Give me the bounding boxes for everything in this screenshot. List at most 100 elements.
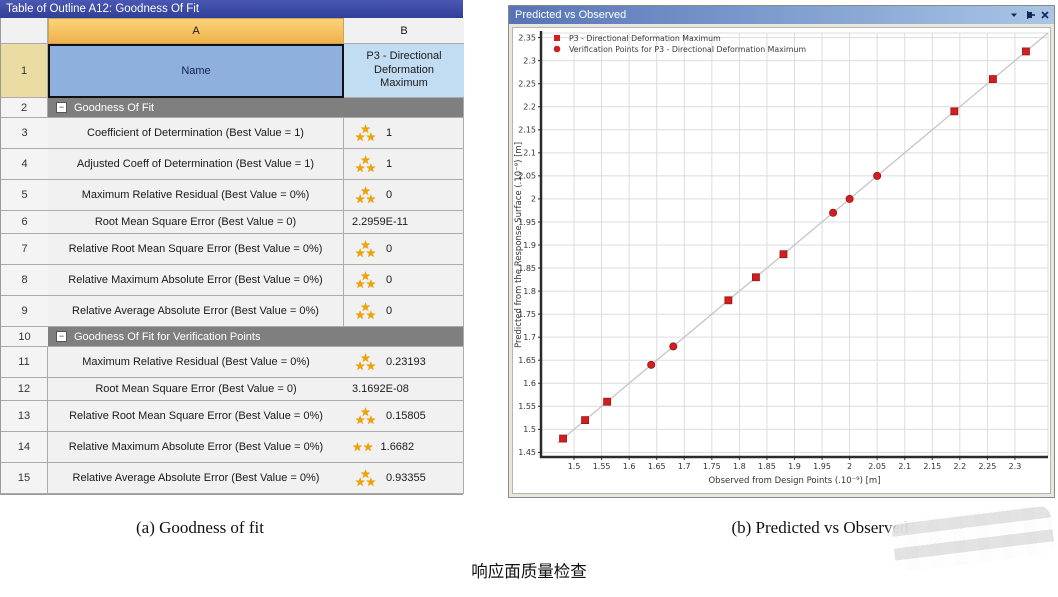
name-header-cell[interactable]: Name: [48, 44, 344, 98]
metric-value-cell[interactable]: ★ ★★ 0.23193: [344, 347, 464, 378]
row-number[interactable]: 2: [1, 98, 48, 118]
table-corner-cell[interactable]: [1, 18, 48, 44]
metric-label-cell[interactable]: Maximum Relative Residual (Best Value = …: [48, 347, 344, 378]
design-point-marker: [988, 75, 997, 83]
x-tick-label: 2.1: [898, 462, 911, 471]
x-tick-label: 2.05: [868, 462, 886, 471]
three-star-rating: ★ ★★: [354, 184, 377, 206]
metric-value-cell[interactable]: ★ ★★ 1: [344, 118, 464, 149]
group-header-row[interactable]: − Goodness Of Fit: [48, 98, 464, 118]
x-tick-label: 1.9: [788, 462, 801, 471]
group-header-row[interactable]: − Goodness Of Fit for Verification Points: [48, 327, 464, 347]
metric-label-cell[interactable]: Relative Average Absolute Error (Best Va…: [48, 463, 344, 494]
row-number[interactable]: 15: [1, 463, 48, 494]
row-number[interactable]: 7: [1, 234, 48, 265]
y-tick-label: 2.15: [518, 126, 536, 135]
y-tick-label: 2.05: [518, 172, 536, 181]
row-number[interactable]: 1: [1, 44, 48, 98]
legend-label: Verification Points for P3 - Directional…: [569, 45, 806, 54]
row-number[interactable]: 14: [1, 432, 48, 463]
collapse-icon[interactable]: −: [56, 102, 67, 113]
three-star-rating: ★ ★★: [354, 153, 377, 175]
row-number[interactable]: 5: [1, 180, 48, 211]
column-header-a[interactable]: A: [48, 18, 344, 44]
y-tick-label: 2.1: [523, 149, 536, 158]
metric-label-cell[interactable]: Relative Root Mean Square Error (Best Va…: [48, 401, 344, 432]
metric-value-cell[interactable]: ★ ★★ 0: [344, 296, 464, 327]
x-tick-label: 1.8: [733, 462, 746, 471]
three-star-rating: ★ ★★: [354, 351, 377, 373]
row-number[interactable]: 10: [1, 327, 48, 347]
y-tick-label: 1.55: [518, 402, 536, 411]
legend-square-marker: [554, 35, 560, 41]
metric-value-cell[interactable]: ★ ★★ 0.93355: [344, 463, 464, 494]
x-tick-label: 1.55: [593, 462, 611, 471]
pin-icon[interactable]: [1024, 10, 1035, 20]
metric-value: 3.1692E-08: [352, 383, 409, 395]
predicted-vs-observed-panel: Predicted vs Observed 1.5 1.55 1.6 1.65 1.7 1…: [508, 5, 1055, 498]
row-number[interactable]: 11: [1, 347, 48, 378]
metric-value-cell[interactable]: ★ ★★ 0.15805: [344, 401, 464, 432]
design-point-marker: [581, 416, 589, 425]
two-star-rating: ★★: [352, 440, 374, 454]
group-label: Goodness Of Fit: [74, 101, 155, 114]
row-number[interactable]: 4: [1, 149, 48, 180]
metric-label-cell[interactable]: Relative Average Absolute Error (Best Va…: [48, 296, 344, 327]
window-controls: [1009, 10, 1050, 20]
y-tick-label: 1.45: [518, 448, 536, 457]
caption-a: (a) Goodness of fit: [136, 518, 264, 537]
x-tick-label: 1.5: [568, 462, 581, 471]
caption-b: (b) Predicted vs Observed: [731, 518, 909, 537]
metric-value-cell[interactable]: 2.2959E-11: [344, 211, 464, 234]
metric-label-cell[interactable]: Root Mean Square Error (Best Value = 0): [48, 211, 344, 234]
y-tick-label: 1.8: [523, 287, 536, 296]
column-header-b[interactable]: B: [344, 18, 464, 44]
x-tick-label: 1.7: [678, 462, 691, 471]
close-icon[interactable]: [1040, 10, 1050, 20]
metric-value-cell[interactable]: 3.1692E-08: [344, 378, 464, 401]
metric-value-cell[interactable]: ★ ★★ 0: [344, 265, 464, 296]
y-tick-label: 1.65: [518, 356, 536, 365]
metric-label-cell[interactable]: Relative Root Mean Square Error (Best Va…: [48, 234, 344, 265]
metric-label-cell[interactable]: Relative Maximum Absolute Error (Best Va…: [48, 265, 344, 296]
metric-label-cell[interactable]: Coefficient of Determination (Best Value…: [48, 118, 344, 149]
metric-label-cell[interactable]: Adjusted Coeff of Determination (Best Va…: [48, 149, 344, 180]
verification-point-marker: [669, 342, 678, 351]
metric-value-cell[interactable]: ★ ★★ 0: [344, 234, 464, 265]
row-number[interactable]: 3: [1, 118, 48, 149]
three-star-rating: ★ ★★: [354, 405, 377, 427]
metric-value-cell[interactable]: ★ ★★ 1: [344, 149, 464, 180]
design-point-marker: [752, 273, 760, 282]
y-tick-label: 1.5: [523, 425, 536, 434]
metric-value: 0: [386, 189, 393, 201]
y-tick-label: 1.75: [518, 310, 536, 319]
y-tick-label: 2.3: [523, 56, 536, 65]
row-number[interactable]: 6: [1, 211, 48, 234]
metric-label-cell[interactable]: Relative Maximum Absolute Error (Best Va…: [48, 432, 344, 463]
metric-value-cell[interactable]: ★★ 1.6682: [344, 432, 464, 463]
group-label: Goodness Of Fit for Verification Points: [74, 330, 261, 343]
metric-value: 0: [386, 274, 393, 286]
collapse-icon[interactable]: −: [56, 331, 67, 342]
x-tick-label: 1.6: [623, 462, 636, 471]
metric-label-cell[interactable]: Maximum Relative Residual (Best Value = …: [48, 180, 344, 211]
row-number[interactable]: 13: [1, 401, 48, 432]
row-number[interactable]: 8: [1, 265, 48, 296]
metric-value: 0: [386, 305, 393, 317]
chevron-down-icon[interactable]: [1009, 10, 1019, 20]
metric-value: 1: [386, 127, 393, 139]
output-parameter-cell[interactable]: P3 - Directional Deformation Maximum: [344, 44, 464, 98]
y-tick-label: 1.9: [523, 241, 536, 250]
figure-caption: 响应面质量检查: [471, 562, 587, 581]
design-point-marker: [779, 250, 788, 259]
three-star-rating: ★ ★★: [354, 238, 377, 260]
y-tick-label: 2.35: [518, 33, 536, 42]
metric-label-cell[interactable]: Root Mean Square Error (Best Value = 0): [48, 378, 344, 401]
row-number[interactable]: 9: [1, 296, 48, 327]
legend-circle-marker: [553, 45, 561, 53]
y-tick-label: 1.85: [518, 264, 536, 273]
row-number[interactable]: 12: [1, 378, 48, 401]
x-tick-label: 1.65: [648, 462, 666, 471]
metric-value-cell[interactable]: ★ ★★ 0: [344, 180, 464, 211]
